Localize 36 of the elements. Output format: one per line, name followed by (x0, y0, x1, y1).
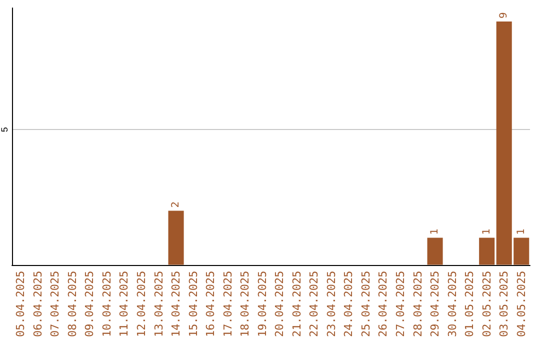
x-tick-label: 14.04.2025 (170, 270, 183, 338)
x-tick-label: 03.05.2025 (498, 270, 511, 338)
x-tick-label: 06.04.2025 (31, 270, 44, 338)
x-tick-label: 15.04.2025 (186, 270, 200, 338)
x-tick-label: 04.05.2025 (514, 270, 528, 338)
data-label: 9 (498, 12, 510, 19)
x-tick-label: 30.04.2025 (446, 270, 459, 338)
x-tick-label: 23.04.2025 (324, 270, 338, 338)
x-tick-label: 13.04.2025 (152, 270, 166, 338)
x-tick-label: 19.04.2025 (256, 270, 269, 338)
x-tick-label: 25.04.2025 (359, 270, 372, 338)
x-tick-label: 07.04.2025 (48, 270, 62, 338)
x-tick-label: 21.04.2025 (290, 270, 304, 338)
x-tick-label: 11.04.2025 (118, 270, 131, 338)
data-label: 2 (170, 201, 182, 208)
x-tick-label: 10.04.2025 (100, 270, 114, 338)
x-tick-label: 29.04.2025 (428, 270, 442, 338)
x-tick-label: 08.04.2025 (66, 270, 79, 338)
x-tick-label: 22.04.2025 (308, 270, 321, 338)
data-label: 1 (516, 228, 527, 235)
x-tick-label: 05.04.2025 (14, 270, 28, 338)
y-tick-label: 5 (0, 127, 10, 132)
x-tick-label: 18.04.2025 (238, 270, 252, 338)
data-label: 1 (481, 228, 492, 235)
x-tick-label: 16.04.2025 (204, 270, 218, 338)
x-tick-label: 28.04.2025 (411, 270, 424, 338)
x-tick-label: 26.04.2025 (376, 270, 390, 338)
x-tick-label: 09.04.2025 (83, 270, 96, 338)
x-tick-label: 27.04.2025 (394, 270, 407, 338)
x-tick-label: 01.05.2025 (463, 270, 476, 338)
x-tick-label: 02.05.2025 (480, 270, 494, 338)
x-tick-label: 24.04.2025 (342, 270, 356, 338)
x-tick-label: 12.04.2025 (135, 270, 148, 338)
data-label: 1 (430, 228, 441, 235)
x-tick-label: 17.04.2025 (221, 270, 234, 338)
x-tick-label: 20.04.2025 (273, 270, 286, 338)
